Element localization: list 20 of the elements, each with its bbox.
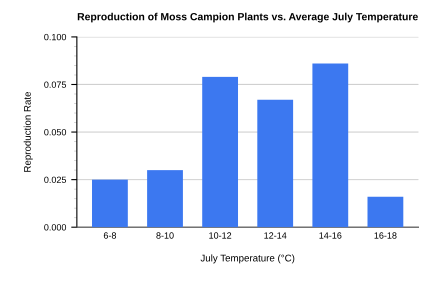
- x-tick-label: 10-12: [209, 232, 232, 239]
- y-axis-title: Reproduction Rate: [24, 92, 33, 172]
- x-tick-label: 6-8: [104, 232, 116, 239]
- x-tick-label: 12-14: [264, 232, 286, 239]
- y-tick-label: 0.025: [44, 176, 66, 183]
- y-tick-label: 0.100: [44, 34, 66, 40]
- bar: [147, 170, 183, 228]
- y-tick-label: 0.000: [44, 224, 66, 231]
- x-tick-label: 8-10: [156, 232, 174, 239]
- bar: [257, 100, 294, 228]
- bar: [92, 180, 128, 228]
- x-axis-title: July Temperature (°C): [200, 254, 294, 264]
- y-tick-label: 0.075: [44, 81, 66, 88]
- bar: [367, 196, 404, 228]
- bar: [312, 64, 348, 228]
- x-tick-label: 16-18: [374, 232, 397, 239]
- x-tick-label: 14-16: [319, 232, 342, 239]
- chart-title: Reproduction of Moss Campion Plants vs. Average July Temperature: [78, 12, 418, 22]
- y-tick-label: 0.050: [44, 129, 66, 136]
- bar: [202, 76, 238, 228]
